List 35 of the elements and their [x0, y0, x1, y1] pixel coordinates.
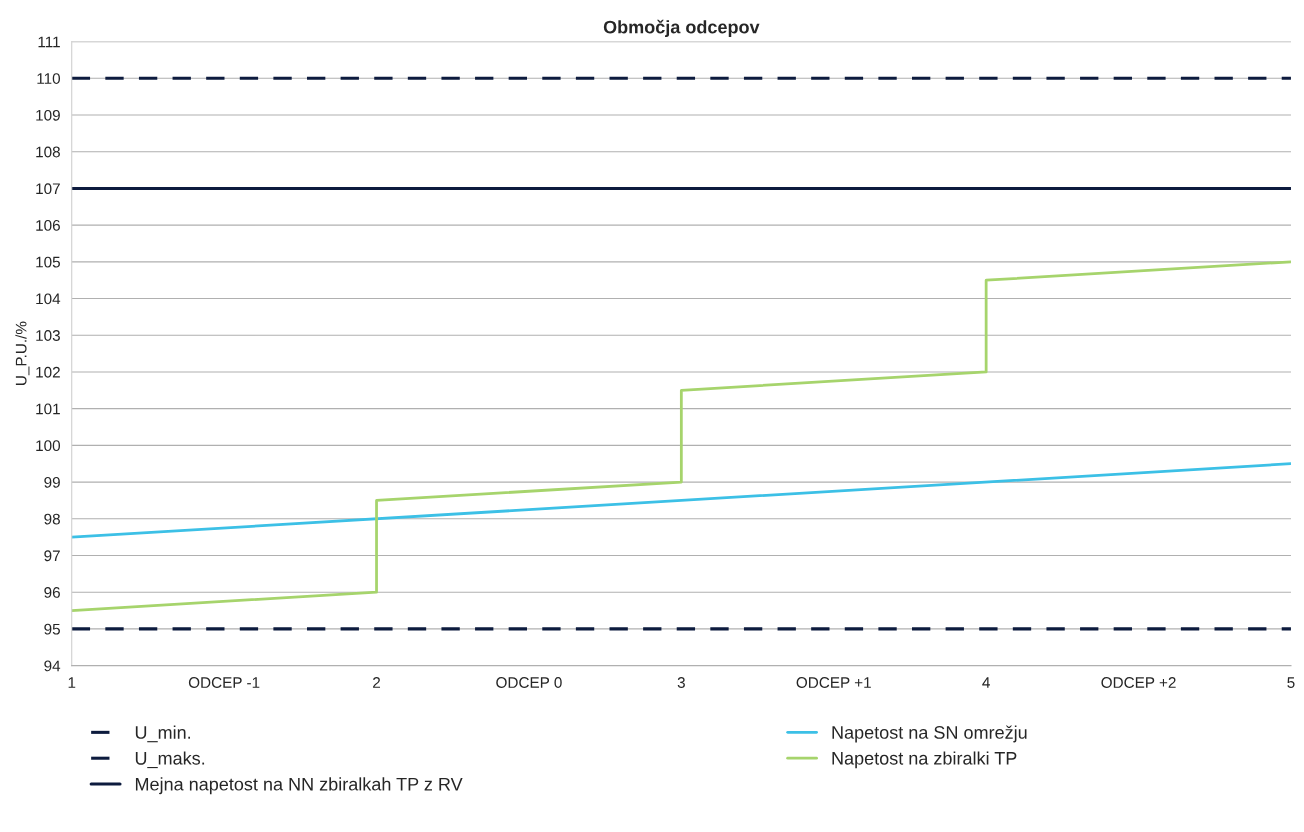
- y-tick-label: 111: [38, 36, 60, 48]
- x2-tick-label: ODCEP -1: [188, 677, 260, 688]
- y-tick-label: 100: [36, 440, 61, 452]
- y-tick-label: 104: [36, 293, 61, 305]
- x-tick-label: 4: [982, 677, 990, 688]
- legend-label: U_maks.: [135, 751, 205, 769]
- y-tick-label: 94: [44, 660, 61, 672]
- y-tick-label: 103: [36, 330, 60, 341]
- y-axis-title: U_P.U./%: [15, 321, 30, 385]
- y-tick-label: 96: [44, 587, 60, 598]
- y-tick-label: 107: [36, 183, 60, 195]
- y-tick-label: 108: [36, 146, 60, 158]
- y-tick-label: 98: [44, 513, 60, 525]
- y-tick-label: 95: [44, 623, 60, 635]
- x-tick-label: 5: [1287, 677, 1295, 688]
- x2-tick-label: ODCEP +2: [1101, 677, 1176, 688]
- y-tick-label: 109: [36, 109, 60, 121]
- line-series: [71, 260, 1291, 612]
- legend-label: Napetost na zbiralki TP: [832, 751, 1017, 769]
- y-tick-label: 106: [36, 220, 60, 231]
- x-tick-label: 2: [373, 677, 381, 688]
- chart-title: Območja odcepov: [603, 19, 760, 38]
- y-tick-label: 97: [44, 550, 60, 562]
- x-tick-label: 3: [677, 677, 685, 688]
- y-tick-label: 101: [36, 403, 60, 415]
- x2-tick-label: ODCEP +1: [796, 677, 871, 688]
- legend-label: Napetost na SN omrežju: [832, 725, 1027, 743]
- x2-tick-label: ODCEP 0: [496, 677, 562, 688]
- x-tick-label: 1: [68, 677, 76, 688]
- legend-label: Mejna napetost na NN zbiralkah TP z RV: [135, 777, 463, 795]
- y-tick-label: 105: [36, 256, 60, 268]
- y-tick-label: 110: [37, 73, 61, 84]
- y-tick-label: 99: [44, 476, 60, 488]
- y-tick-label: 102: [36, 366, 60, 378]
- legend-label: U_min.: [135, 725, 191, 743]
